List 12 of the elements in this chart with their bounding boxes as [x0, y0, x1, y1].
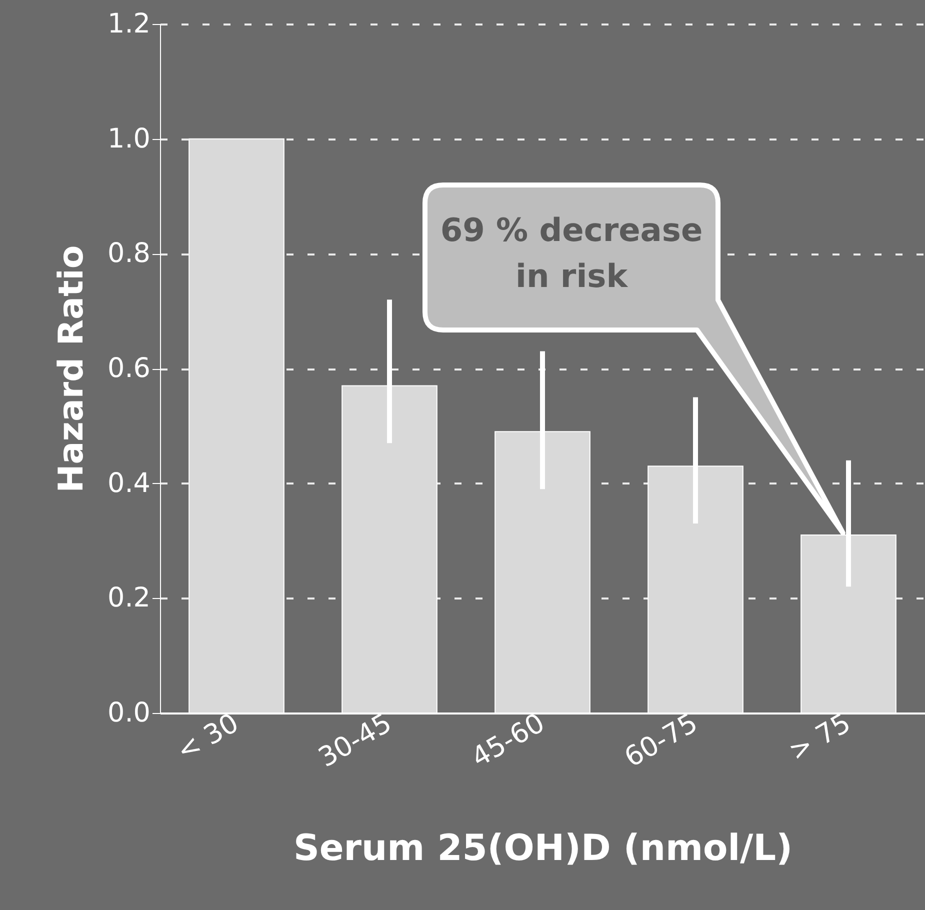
y-tick-label: 1.2 [108, 8, 150, 40]
y-tick-label: 0.8 [108, 238, 150, 270]
x-tick-label: > 75 [784, 708, 856, 768]
y-axis-title: Hazard Ratio [52, 245, 92, 493]
x-axis-title: Serum 25(OH)D (nmol/L) [293, 828, 793, 869]
x-tick-label: < 30 [172, 708, 244, 768]
annotation: 69 % decrease in risk [439, 210, 704, 297]
y-tick-label: 0.0 [108, 698, 150, 728]
y-tick-label: 0.4 [108, 468, 150, 499]
y-tick-label: 0.2 [108, 582, 150, 614]
y-tick-label: 0.6 [108, 353, 150, 384]
y-tick-label: 1.0 [108, 123, 150, 154]
